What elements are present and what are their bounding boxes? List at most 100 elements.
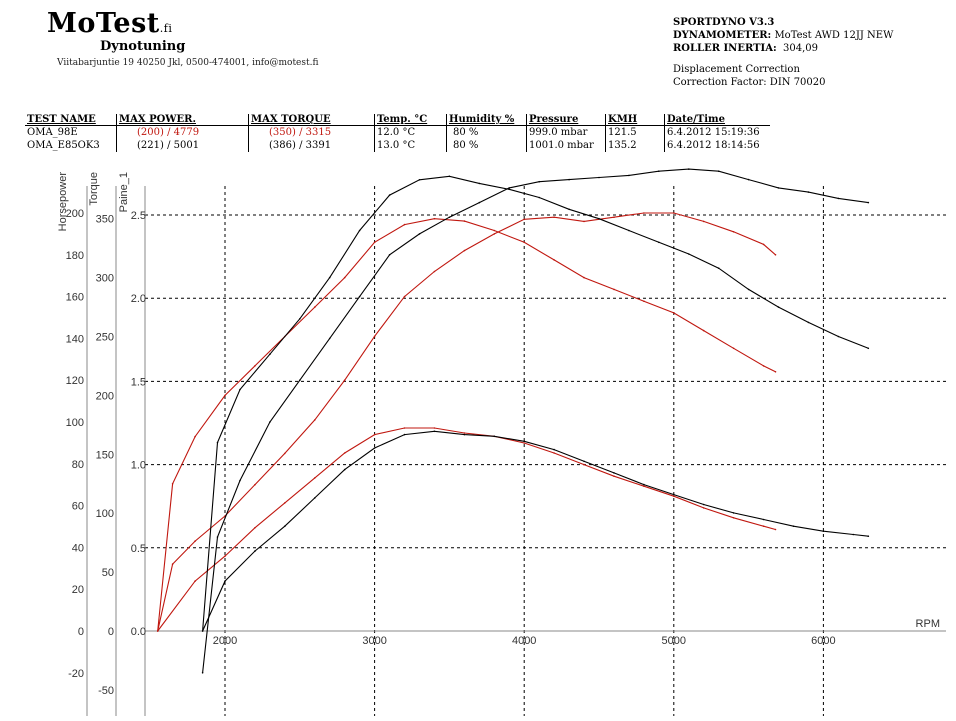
data-point bbox=[343, 468, 346, 471]
data-point bbox=[373, 447, 376, 449]
results-table-header: TEST NAME MAX POWER. MAX TORQUE Temp. °C Hum… bbox=[25, 114, 770, 126]
data-point bbox=[523, 218, 525, 221]
data-point bbox=[553, 448, 555, 451]
data-point bbox=[269, 353, 271, 356]
x-tick-label: 4000 bbox=[512, 635, 536, 647]
data-point bbox=[643, 300, 645, 303]
results-table: TEST NAME MAX POWER. MAX TORQUE Temp. °C Hum… bbox=[25, 114, 770, 152]
dyno-info: SPORTDYNO V3.3 DYNAMOMETER: MoTest AWD 1… bbox=[673, 16, 893, 89]
data-point bbox=[343, 379, 346, 382]
data-point bbox=[171, 563, 174, 565]
table-header-cell: MAX TORQUE bbox=[248, 114, 375, 126]
table-cell: (350) / 3315 bbox=[248, 125, 375, 139]
data-point bbox=[717, 267, 720, 270]
x-tick-label: 6000 bbox=[811, 635, 835, 647]
data-point bbox=[643, 485, 645, 488]
data-point bbox=[732, 517, 735, 519]
hp-tick-label: 160 bbox=[66, 292, 84, 304]
data-point bbox=[688, 168, 690, 170]
torque-tick-label: 300 bbox=[96, 273, 114, 285]
table-row: OMA_E85OK3 (221) / 5001 (386) / 3391 13.0 °… bbox=[25, 139, 770, 152]
data-point bbox=[673, 495, 675, 498]
data-point bbox=[673, 312, 675, 314]
data-point bbox=[732, 231, 735, 233]
hp-tick-label: 40 bbox=[72, 542, 84, 554]
boost-tick-label: 1.5 bbox=[131, 376, 146, 388]
table-cell: 135.2 bbox=[605, 139, 665, 152]
data-point bbox=[583, 463, 585, 466]
boost-tick-label: 0.0 bbox=[131, 626, 146, 638]
table-cell: 121.5 bbox=[605, 125, 665, 139]
data-point bbox=[568, 178, 570, 181]
data-point bbox=[508, 188, 511, 191]
data-point bbox=[254, 483, 256, 486]
series-line-boost-oma-e85ok3 bbox=[202, 430, 869, 632]
hp-tick-label: 20 bbox=[72, 584, 84, 596]
data-point bbox=[777, 306, 780, 308]
data-point bbox=[702, 329, 705, 332]
data-point bbox=[358, 229, 361, 232]
hp-tick-label: 100 bbox=[66, 417, 84, 429]
hp-axis-title: Horsepower bbox=[57, 172, 69, 232]
data-point bbox=[433, 430, 436, 433]
x-tick-label: 2000 bbox=[213, 635, 237, 647]
data-point bbox=[523, 241, 525, 244]
data-point bbox=[553, 216, 555, 218]
data-point bbox=[373, 433, 376, 436]
data-point bbox=[792, 525, 795, 527]
data-point bbox=[628, 229, 630, 232]
torque-axis-title: Torque bbox=[88, 172, 100, 206]
torque-tick-label: 250 bbox=[96, 332, 114, 344]
data-point bbox=[463, 433, 466, 436]
table-cell: (200) / 4779 bbox=[116, 125, 249, 139]
logo-tagline: Dynotuning bbox=[100, 39, 186, 54]
data-point bbox=[171, 483, 174, 485]
data-point bbox=[822, 530, 825, 532]
dyno-chart: 2000 3000 4000 5000 6000RPM-2002040608010012… bbox=[57, 168, 946, 716]
data-point bbox=[568, 208, 570, 211]
table-header-cell: Date/Time bbox=[664, 114, 770, 126]
data-point bbox=[493, 229, 496, 232]
data-point bbox=[762, 525, 765, 527]
data-point bbox=[538, 196, 540, 199]
data-point bbox=[732, 347, 735, 350]
data-point bbox=[598, 217, 600, 220]
table-cell: (221) / 5001 bbox=[116, 139, 249, 152]
data-point bbox=[284, 525, 286, 527]
data-point bbox=[702, 503, 705, 506]
data-point bbox=[463, 220, 466, 222]
data-point bbox=[433, 270, 436, 273]
hp-tick-label: 140 bbox=[66, 333, 84, 345]
data-point bbox=[448, 216, 451, 218]
data-point bbox=[777, 187, 780, 189]
table-header-cell: Pressure bbox=[526, 114, 606, 126]
data-point bbox=[762, 243, 765, 246]
data-point bbox=[224, 555, 226, 557]
data-point bbox=[553, 452, 555, 454]
data-point bbox=[807, 321, 810, 324]
data-point bbox=[658, 170, 660, 172]
data-point bbox=[837, 335, 840, 338]
data-point bbox=[299, 379, 301, 382]
data-point bbox=[216, 536, 219, 538]
data-point bbox=[463, 249, 466, 252]
hp-tick-label: 180 bbox=[66, 250, 84, 262]
data-point bbox=[254, 527, 256, 529]
logo-title: MoTest.fi bbox=[47, 8, 172, 39]
data-point bbox=[643, 483, 645, 486]
data-point bbox=[448, 175, 451, 178]
data-point bbox=[299, 318, 301, 320]
data-point bbox=[239, 479, 241, 482]
data-point bbox=[284, 502, 286, 504]
software-version: SPORTDYNO V3.3 bbox=[673, 17, 775, 28]
data-point bbox=[774, 371, 777, 373]
boost-tick-label: 1.0 bbox=[131, 460, 146, 472]
data-point bbox=[508, 187, 511, 189]
data-point bbox=[867, 535, 870, 537]
table-cell: 80 % bbox=[446, 139, 527, 152]
data-point bbox=[254, 550, 256, 552]
series-line-boost-oma-98e bbox=[157, 427, 776, 632]
data-point bbox=[314, 477, 316, 479]
table-cell: OMA_98E bbox=[27, 127, 78, 138]
dynamometer-line: DYNAMOMETER: MoTest AWD 12JJ NEW bbox=[673, 30, 894, 41]
